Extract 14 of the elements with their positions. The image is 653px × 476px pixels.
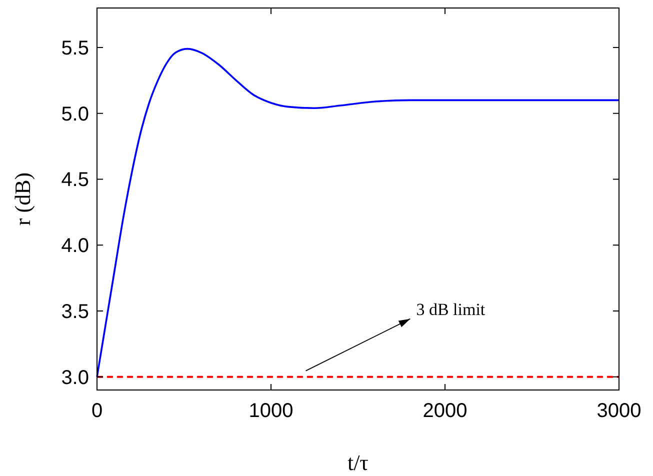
- y-tick-label: 4.5: [61, 169, 89, 192]
- line-series: [96, 48, 620, 378]
- y-tick-label: 5.0: [61, 103, 89, 126]
- x-tick-label: 1000: [248, 400, 294, 422]
- ref-line-label: 3 dB limit: [416, 300, 486, 319]
- y-tick-label: 4.0: [61, 235, 89, 258]
- x-tick-label: 0: [91, 400, 103, 422]
- y-tick-label: 5.5: [61, 38, 89, 60]
- x-tick-label: 2000: [422, 400, 468, 422]
- x-tick-label: 3000: [596, 400, 642, 422]
- y-axis-title: r (dB): [10, 172, 35, 226]
- y-tick-label: 3.0: [61, 366, 89, 389]
- y-tick-label: 3.5: [61, 300, 89, 323]
- x-axis-title: t/τ: [347, 450, 369, 475]
